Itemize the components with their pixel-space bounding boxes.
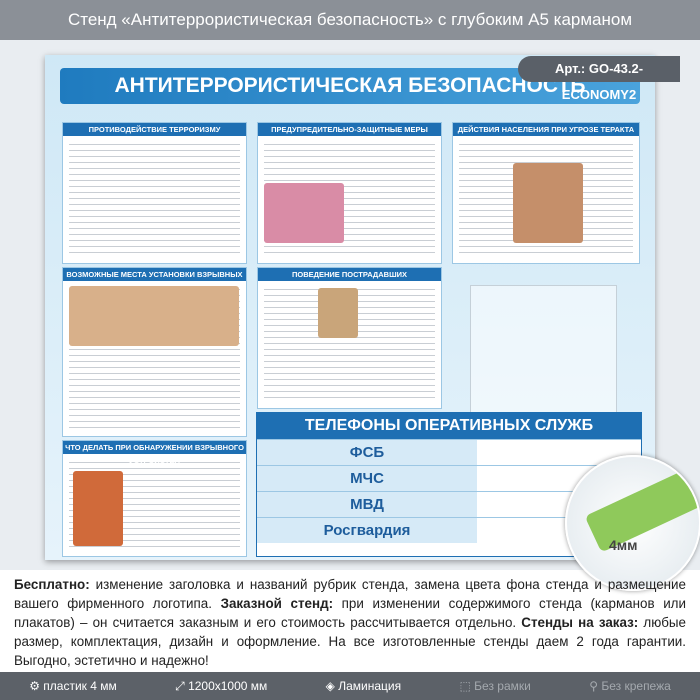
service: МЧС [257, 466, 477, 491]
illustration [318, 288, 358, 338]
thickness-badge: 4мм [565, 455, 700, 591]
bold-text: Заказной стенд: [220, 596, 334, 611]
features-bar: ⚙ пластик 4 мм ⤢ 1200x1000 мм ◈ Ламинаци… [0, 672, 700, 700]
description: Бесплатно: изменение заголовка и названи… [14, 575, 686, 670]
panel-title: ДЕЙСТВИЯ НАСЕЛЕНИЯ ПРИ УГРОЗЕ ТЕРАКТА [453, 123, 639, 136]
illustration [69, 286, 239, 346]
panel: ПОВЕДЕНИЕ ПОСТРАДАВШИХ [257, 267, 442, 409]
plastic-edge [584, 461, 699, 553]
panel: ПРОТИВОДЕЙСТВИЕ ТЕРРОРИЗМУ [62, 122, 247, 264]
bold-text: Бесплатно: [14, 577, 90, 592]
panel: ДЕЙСТВИЯ НАСЕЛЕНИЯ ПРИ УГРОЗЕ ТЕРАКТА [452, 122, 640, 264]
feature-text: Без крепежа [601, 679, 671, 693]
panel: ВОЗМОЖНЫЕ МЕСТА УСТАНОВКИ ВЗРЫВНЫХ УСТРО… [62, 267, 247, 437]
feature-text: пластик 4 мм [43, 679, 117, 693]
phone-row: МВД [257, 491, 641, 517]
service: Росгвардия [257, 518, 477, 543]
feature-text: Без рамки [474, 679, 531, 693]
phone-row: Росгвардия [257, 517, 641, 543]
panel-title: ЧТО ДЕЛАТЬ ПРИ ОБНАРУЖЕНИИ ВЗРЫВНОГО УСТ… [63, 441, 246, 465]
phones-title: ТЕЛЕФОНЫ ОПЕРАТИВНЫХ СЛУЖБ [257, 413, 641, 439]
article: Арт.: GO-43.2-ECONOMY2 [518, 56, 680, 102]
panel-title: ВОЗМОЖНЫЕ МЕСТА УСТАНОВКИ ВЗРЫВНЫХ УСТРО… [63, 268, 246, 292]
illustration [513, 163, 583, 243]
a5-pocket [470, 285, 617, 417]
phone-row: МЧС [257, 465, 641, 491]
text: изменение заголовка и названий рубрик ст… [14, 577, 686, 611]
page-title: Стенд «Антитеррористическая безопасность… [0, 0, 700, 40]
feature: ⤢ 1200x1000 мм [175, 678, 268, 693]
illustration [264, 183, 344, 243]
panel-title: ПРОТИВОДЕЙСТВИЕ ТЕРРОРИЗМУ [63, 123, 246, 136]
panel: ЧТО ДЕЛАТЬ ПРИ ОБНАРУЖЕНИИ ВЗРЫВНОГО УСТ… [62, 440, 247, 557]
feature: ⬚ Без рамки [459, 679, 531, 693]
feature: ◈ Ламинация [325, 679, 402, 693]
panel-text [69, 141, 240, 255]
feature-text: 1200x1000 мм [188, 678, 268, 693]
text: при изменении содержимого стенда (карман… [14, 596, 686, 630]
bold-text: Стенды на заказ: [521, 615, 639, 630]
service: МВД [257, 492, 477, 517]
panel-title: ПОВЕДЕНИЕ ПОСТРАДАВШИХ [258, 268, 441, 281]
feature: ⚙ пластик 4 мм [29, 679, 117, 693]
feature-text: Ламинация [338, 679, 402, 693]
stand-title: АНТИТЕРРОРИСТИЧЕСКАЯ БЕЗОПАСНОСТЬ [60, 68, 640, 104]
illustration [73, 471, 123, 546]
panel-title: ПРЕДУПРЕДИТЕЛЬНО-ЗАЩИТНЫЕ МЕРЫ [258, 123, 441, 136]
feature: ⚲ Без крепежа [589, 679, 671, 693]
service: ФСБ [257, 440, 477, 465]
phone-row: ФСБ [257, 439, 641, 465]
thickness: 4мм [609, 537, 638, 553]
phones-table: ТЕЛЕФОНЫ ОПЕРАТИВНЫХ СЛУЖБ ФСБ МЧС МВД Р… [256, 412, 642, 557]
panel: ПРЕДУПРЕДИТЕЛЬНО-ЗАЩИТНЫЕ МЕРЫ [257, 122, 442, 264]
text: любые размер, комплектация, дизайн и офо… [14, 615, 687, 668]
